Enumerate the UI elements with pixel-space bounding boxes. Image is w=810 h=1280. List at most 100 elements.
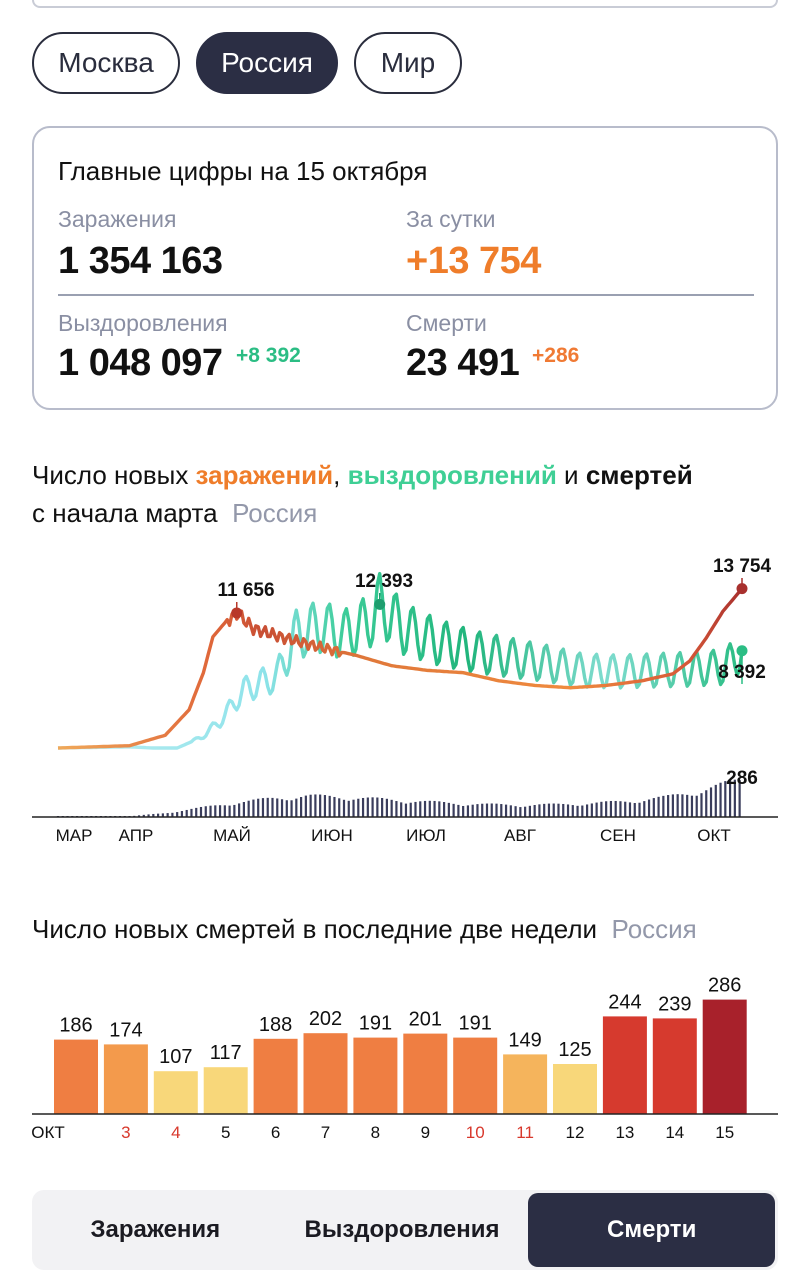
bar-value-label: 186: [59, 1015, 92, 1037]
deaths-delta: +286: [532, 344, 580, 367]
deaths-bar: [314, 794, 317, 817]
deaths-bar: [414, 801, 417, 817]
main-chart-heading: Число новых заражений, выздоровлений и с…: [32, 456, 693, 532]
deaths-bar: [485, 803, 489, 817]
deaths-bar: [481, 803, 484, 817]
deaths-bar: [199, 806, 203, 817]
deaths-bar: [176, 812, 179, 817]
death-bar: [203, 1067, 248, 1114]
deaths-bar: [562, 803, 565, 817]
deaths-bar: [152, 813, 155, 817]
deaths-bar: [290, 800, 293, 817]
region-tab-world[interactable]: Мир: [354, 32, 462, 94]
death-bar: [153, 1071, 198, 1114]
deaths-bar: [628, 802, 632, 817]
previous-card-edge: [32, 0, 778, 8]
region-tab-russia[interactable]: Россия: [196, 32, 338, 94]
deaths-bar: [285, 800, 288, 817]
deaths-bar: [385, 798, 388, 817]
deaths-bar: [347, 800, 350, 817]
death-bar: [602, 1016, 647, 1114]
death-bar: [103, 1044, 148, 1114]
bar-value-label: 149: [508, 1029, 541, 1051]
deaths-bar: [576, 805, 579, 817]
bar-category-label: 13: [615, 1123, 634, 1142]
bar-value-label: 191: [459, 1013, 492, 1035]
deaths-bar: [519, 807, 522, 817]
deaths-bar: [728, 780, 732, 817]
death-bar: [253, 1038, 298, 1114]
deaths-bar: [671, 794, 674, 817]
heading-line2: с начала марта: [32, 498, 218, 528]
deaths-bar: [400, 802, 403, 817]
deaths-bar: [633, 803, 636, 817]
deaths-bar: [571, 805, 574, 817]
metric-tab-infections[interactable]: Заражения: [90, 1216, 221, 1243]
bar-category-label: 9: [421, 1123, 430, 1142]
metric-tab-deaths[interactable]: Смерти: [528, 1193, 776, 1267]
deaths-bar: [304, 795, 307, 817]
death-bar: [652, 1018, 697, 1114]
deaths-bar: [376, 797, 379, 817]
daily-value: +13 754: [406, 240, 541, 282]
heading-infections: заражений: [195, 460, 334, 490]
deaths-bar: [700, 793, 703, 817]
deaths-bar: [581, 805, 584, 817]
bar-category-label: 12: [566, 1123, 585, 1142]
deaths-bar: [261, 798, 265, 817]
deaths-bar: [504, 804, 508, 817]
deaths-bar: [238, 803, 241, 817]
region-tabs: Москва Россия Мир: [32, 32, 462, 94]
annotation-dot: [736, 583, 748, 595]
deaths-bar: [547, 803, 551, 817]
metric-tabs: Заражения Выздоровления Смерти: [32, 1190, 778, 1270]
deaths-bar: [433, 800, 436, 817]
recoveries-value: 1 048 097: [58, 342, 223, 384]
deaths-bar: [319, 794, 322, 817]
deaths-bar: [342, 799, 346, 817]
bar-value-label: 201: [409, 1009, 442, 1031]
summary-divider: [58, 294, 754, 296]
death-bar: [54, 1039, 98, 1114]
bar-category-label: 10: [466, 1123, 485, 1142]
deaths-bar: [247, 800, 250, 817]
summary-card: Главные цифры на 15 октября Заражения 1 …: [32, 126, 778, 410]
deaths-bar: [709, 787, 713, 817]
heading-comma: ,: [333, 460, 348, 490]
deaths-bar: [223, 805, 226, 817]
month-tick-label: АПР: [119, 826, 154, 845]
deaths-bar: [609, 800, 613, 817]
deaths-bar: [466, 805, 470, 817]
deaths-bar: [614, 800, 617, 817]
region-tab-moscow[interactable]: Москва: [32, 32, 180, 94]
deaths-bar: [719, 782, 722, 817]
metric-tab-recoveries[interactable]: Выздоровления: [304, 1216, 500, 1243]
deaths-bar: [280, 799, 284, 817]
bar-category-label: 4: [171, 1123, 180, 1142]
annotation-label: 286: [726, 768, 758, 789]
deaths-bar: [295, 798, 298, 817]
bar-chart-heading: Число новых смертей в последние две неде…: [32, 910, 697, 948]
bar-category-label: 14: [665, 1123, 684, 1142]
summary-title: Главные цифры на 15 октября: [58, 156, 428, 186]
deaths-bar: [381, 797, 384, 817]
deaths-bar: [462, 805, 465, 817]
bar-category-label: 15: [715, 1123, 734, 1142]
heading-deaths: смертей: [585, 460, 693, 490]
annotation-dot: [231, 607, 243, 619]
deaths-bar: [242, 802, 245, 817]
deaths-bar: [657, 796, 660, 817]
death-bar: [403, 1033, 448, 1114]
bar-value-label: 174: [109, 1019, 142, 1041]
annotation-dot: [374, 598, 386, 610]
deaths-bar: [156, 813, 160, 817]
deaths-bar: [452, 803, 455, 817]
deaths-bar: [442, 802, 446, 817]
deaths-bar: [624, 801, 627, 817]
deaths-bar: [190, 808, 193, 817]
month-tick-label: АВГ: [504, 826, 536, 845]
deaths-bar: [690, 795, 694, 817]
deaths-bar: [676, 794, 679, 817]
deaths-bar: [552, 803, 555, 817]
deaths-bar: [147, 814, 150, 817]
